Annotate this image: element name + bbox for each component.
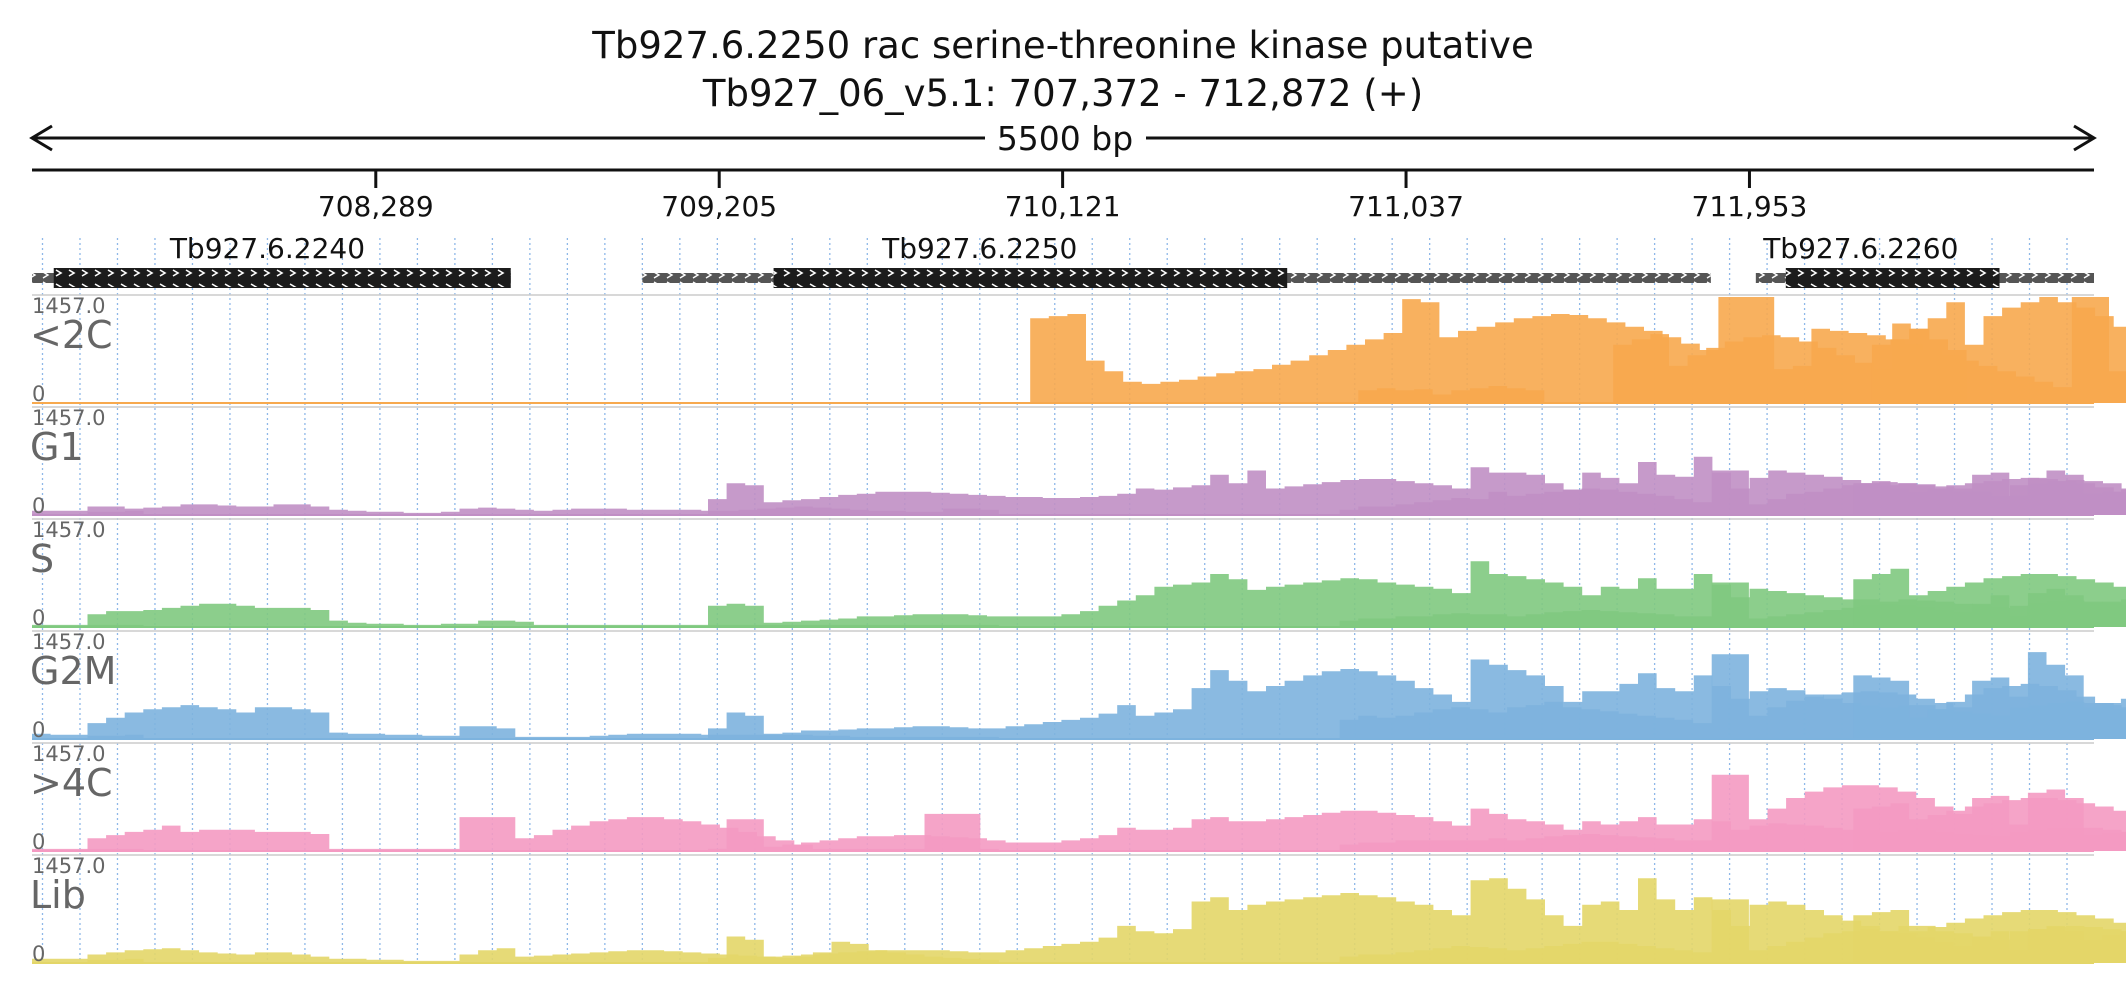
gene-label: Tb927.6.2240 [169,232,365,265]
coverage-track: 1457.0 0 G2M [30,630,2126,742]
gene-cds-strand-arrows [53,269,511,287]
axis-tick-label: 708,289 [318,190,434,223]
track-name: G1 [30,425,84,469]
track-ymax-label: 1457.0 [32,742,105,766]
track-ymin-label: 0 [32,830,45,854]
coverage-track: 1457.0 0 >4C [30,742,2126,854]
gene-label: Tb927.6.2260 [1762,232,1958,265]
track-ymax-label: 1457.0 [32,406,105,430]
figure-subtitle: Tb927_06_v5.1: 707,372 - 712,872 (+) [702,72,1423,115]
track-ymin-label: 0 [32,494,45,518]
track-name: S [30,537,54,581]
track-ymin-label: 0 [32,942,45,966]
coverage-area [708,561,2126,627]
coverage-area [1339,386,1545,403]
coverage-area [708,878,2126,963]
gene-cds-strand-arrows [1785,269,2000,287]
gene-cds-strand-arrows [773,269,1288,287]
track-ymin-label: 0 [32,718,45,742]
coverage-area [1853,297,2126,403]
axis-tick-label: 711,953 [1692,190,1808,223]
axis-tick-label: 711,037 [1348,190,1464,223]
track-name: <2C [30,313,113,357]
gene-label: Tb927.6.2250 [881,232,1077,265]
coverage-tracks: 1457.00<2C1457.00G11457.00S1457.00G2M145… [30,294,2126,966]
coverage-area [1853,910,2126,963]
span-arrow-right-icon [2073,124,2097,152]
coverage-area [87,813,999,851]
span-ruler: 5500 bp [29,119,2097,158]
track-ymax-label: 1457.0 [32,518,105,542]
coverage-area [1853,568,2126,627]
axis-tick-label: 710,121 [1005,190,1121,223]
coverage-area [1853,798,2126,851]
span-arrow-left-icon [29,124,53,152]
coverage-track: 1457.0 0 G1 [30,406,2126,518]
track-ymin-label: 0 [32,382,45,406]
span-label: 5500 bp [997,119,1133,158]
track-ymin-label: 0 [32,606,45,630]
track-ymax-label: 1457.0 [32,854,105,878]
coverage-area [87,705,999,739]
track-name: G2M [30,649,116,693]
coverage-track: 1457.0 0 Lib [30,854,2126,966]
coverage-track: 1457.0 0 S [30,518,2126,630]
track-ymax-label: 1457.0 [32,294,105,318]
coverage-area [87,603,999,627]
coverage-area [1853,675,2126,739]
track-name: Lib [30,873,86,917]
coverage-track: 1457.0 0 <2C [30,294,2126,406]
track-ymax-label: 1457.0 [32,630,105,654]
axis-tick-label: 709,205 [661,190,777,223]
gene-models: Tb927.6.2240 Tb927.6.2250 Tb927.6.2260 [32,232,2094,288]
coverage-area [1853,477,2126,515]
position-axis-ticks: 708,289 709,205 710,121 711,037 711,953 [318,170,1807,223]
figure-title: Tb927.6.2250 rac serine-threonine kinase… [591,24,1533,67]
track-name: >4C [30,761,113,805]
